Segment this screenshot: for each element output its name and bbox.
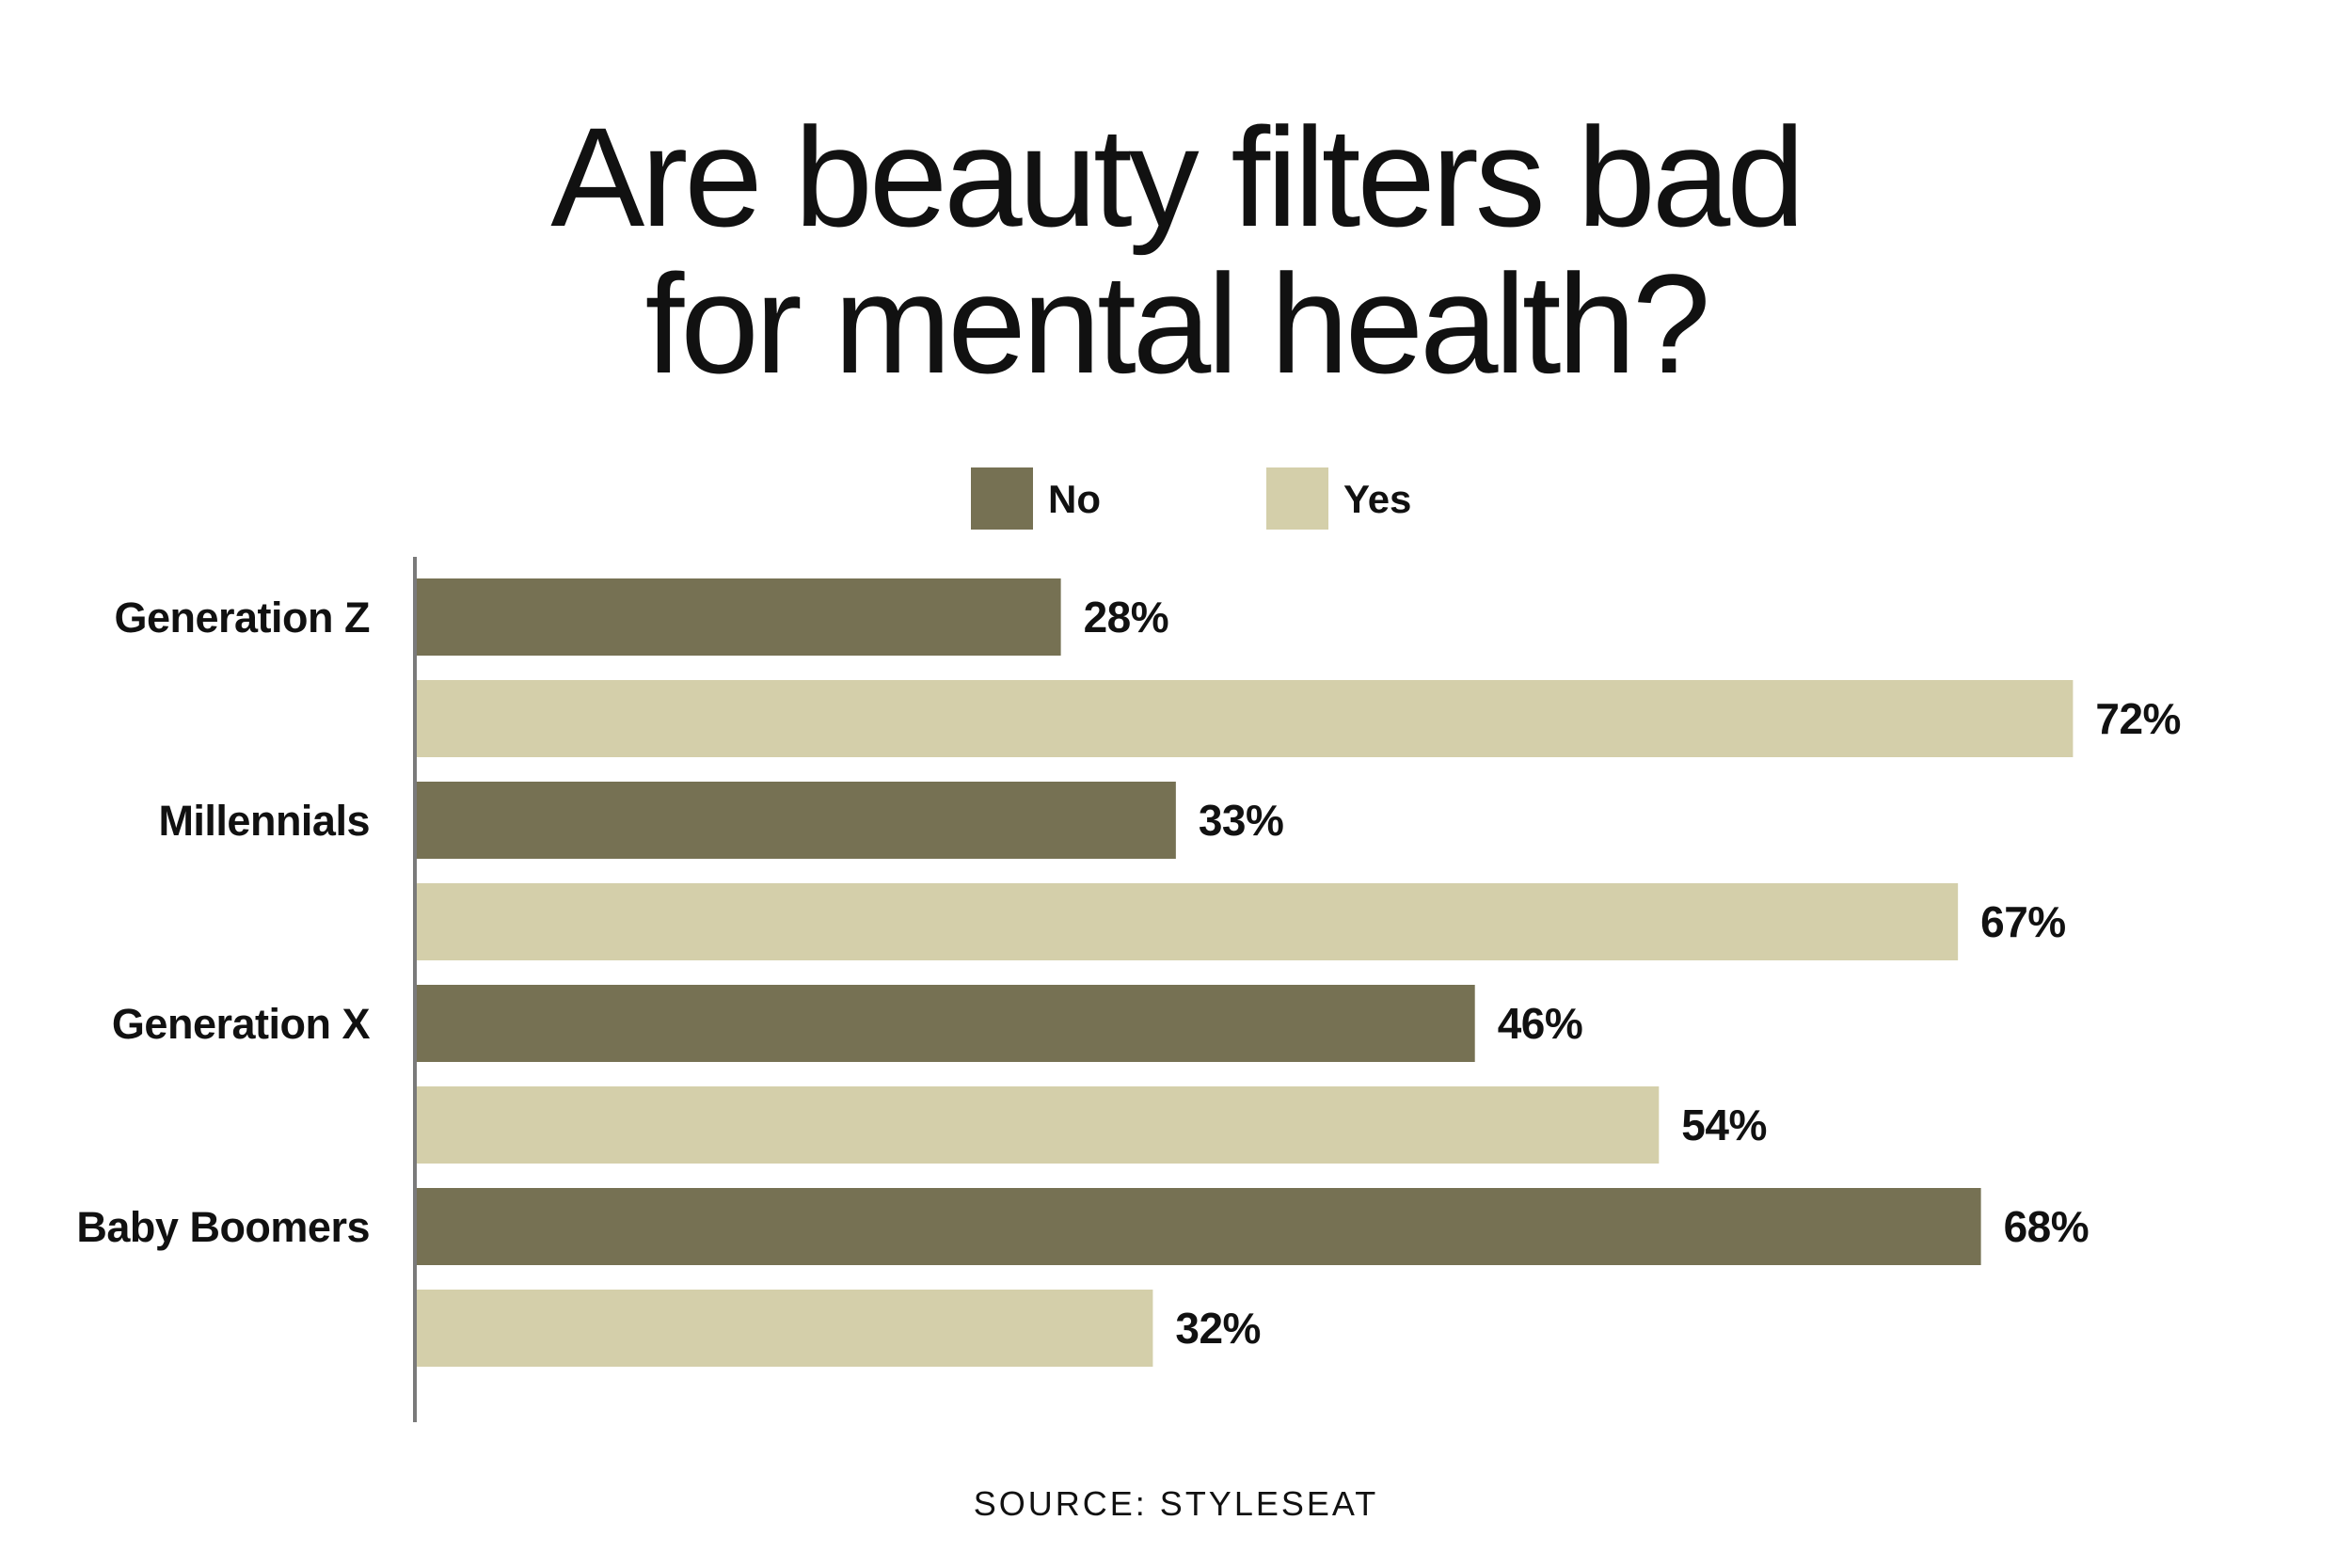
value-label-yes-generation-z: 72% xyxy=(2095,694,2181,743)
chart-source: SOURCE: STYLESEAT xyxy=(973,1484,1379,1523)
value-label-yes-baby-boomers: 32% xyxy=(1175,1304,1261,1353)
bar-yes-millennials xyxy=(417,883,1959,960)
category-label-generation-x: Generation X xyxy=(112,1000,371,1048)
bar-no-millennials xyxy=(417,782,1176,859)
legend-swatch-no xyxy=(971,467,1033,530)
value-label-no-baby-boomers: 68% xyxy=(2004,1202,2090,1251)
chart-title-line-2: for mental health? xyxy=(644,245,1711,403)
legend-label-no: No xyxy=(1048,477,1101,521)
value-label-no-millennials: 33% xyxy=(1199,796,1284,845)
value-label-no-generation-x: 46% xyxy=(1498,999,1583,1048)
category-label-millennials: Millennials xyxy=(158,797,370,845)
chart-title: Are beauty filters bad for mental health… xyxy=(0,103,2352,397)
bar-yes-generation-z xyxy=(417,680,2074,757)
value-label-yes-generation-x: 54% xyxy=(1681,1101,1767,1149)
value-labels: 28% 72% 33% 67% 46% 54% 68% 32% xyxy=(1084,593,2182,1353)
value-label-no-generation-z: 28% xyxy=(1084,593,1169,641)
chart-bars xyxy=(417,578,2074,1367)
bar-no-generation-x xyxy=(417,985,1475,1062)
legend-label-yes: Yes xyxy=(1343,477,1411,521)
category-labels: Generation Z Millennials Generation X Baby … xyxy=(76,594,371,1251)
chart-legend: No Yes xyxy=(971,467,1411,530)
category-label-generation-z: Generation Z xyxy=(114,594,370,641)
bar-yes-baby-boomers xyxy=(417,1290,1153,1367)
bar-yes-generation-x xyxy=(417,1086,1660,1164)
bar-no-baby-boomers xyxy=(417,1188,1981,1265)
value-label-yes-millennials: 67% xyxy=(1980,897,2066,946)
legend-swatch-yes xyxy=(1266,467,1328,530)
chart-title-line-1: Are beauty filters bad xyxy=(550,98,1804,256)
bar-no-generation-z xyxy=(417,578,1061,656)
category-label-baby-boomers: Baby Boomers xyxy=(76,1203,370,1251)
